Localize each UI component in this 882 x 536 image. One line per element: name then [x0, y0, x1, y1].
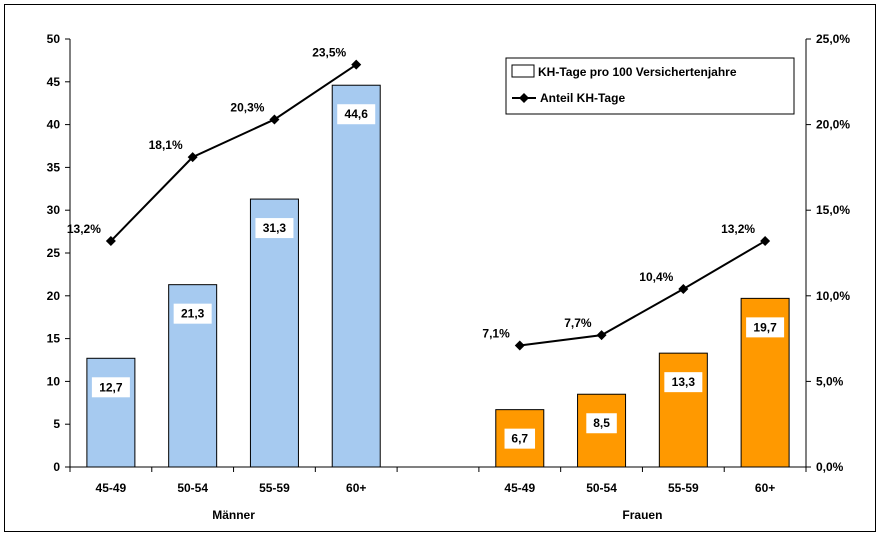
bar [658, 352, 708, 468]
y-right-tick-label: 15,0% [816, 203, 850, 217]
line-data-label: 13,2% [721, 222, 755, 236]
line-data-label: 18,1% [149, 138, 183, 152]
y-left-tick-label: 10 [47, 374, 61, 388]
line-point [351, 59, 362, 70]
line-data-label: 7,1% [482, 326, 510, 340]
x-tick-label: 45-49 [504, 481, 535, 495]
data-label-box [664, 372, 703, 393]
x-tick-label: 55-59 [668, 481, 699, 495]
line-data-label: 20,3% [230, 100, 264, 114]
line-point [760, 236, 771, 247]
x-tick-label: 55-59 [259, 481, 290, 495]
line-data-label: 7,7% [564, 316, 592, 330]
bar [86, 357, 136, 468]
data-label-box [504, 428, 536, 449]
line-point [596, 330, 607, 341]
bar [331, 84, 381, 468]
y-left-tick-label: 40 [47, 118, 61, 132]
y-left-tick-label: 45 [47, 75, 61, 89]
data-label-box [173, 303, 212, 324]
y-left-tick-label: 20 [47, 289, 61, 303]
line-segment [519, 240, 766, 347]
line-segment [110, 63, 357, 242]
bar-data-label: 31,3 [263, 221, 287, 235]
legend-box [505, 57, 795, 115]
y-left-tick-label: 30 [47, 203, 61, 217]
y-right-tick-label: 0,0% [816, 460, 844, 474]
y-left-tick-label: 15 [47, 332, 61, 346]
legend-label: Anteil KH-Tage [540, 91, 625, 105]
bar [249, 198, 299, 468]
bar-data-label: 12,7 [99, 380, 123, 394]
x-tick-label: 50-54 [177, 481, 208, 495]
y-right-tick-label: 25,0% [816, 32, 850, 46]
data-label-box [746, 317, 785, 338]
legend-swatch-marker [519, 93, 529, 103]
bar-series: 12,7 21,3 31,3 44,6 6,7 8,5 13,3 19,7 [86, 84, 790, 468]
data-label-box [255, 218, 294, 239]
y-right-tick-label: 5,0% [816, 374, 844, 388]
y-right-tick-label: 20,0% [816, 118, 850, 132]
line-point [514, 340, 525, 351]
line-point [678, 283, 689, 294]
data-label-box [337, 104, 376, 125]
line-point [269, 114, 280, 125]
x-tick-label: 50-54 [586, 481, 617, 495]
y-right-tick-label: 10,0% [816, 289, 850, 303]
line-data-label: 13,2% [67, 222, 101, 236]
x-tick-label: 60+ [755, 481, 775, 495]
axes: 0 5 10 15 20 25 30 35 40 45 50 0,0% 5,0% 10,0% 15,0% 20… [47, 32, 851, 522]
legend: KH-Tage pro 100 Versichertenjahre Anteil … [505, 57, 795, 115]
legend-label: KH-Tage pro 100 Versichertenjahre [538, 65, 737, 79]
y-left-tick-label: 35 [47, 160, 61, 174]
bar-data-label: 19,7 [753, 320, 777, 334]
x-tick-label: 60+ [346, 481, 366, 495]
line-data-label: 10,4% [639, 270, 673, 284]
data-label-box [586, 413, 617, 434]
group-label: Frauen [622, 508, 662, 522]
legend-swatch-bar [511, 64, 535, 78]
bar-data-label: 44,6 [345, 107, 369, 121]
line-point [187, 152, 198, 163]
y-left-tick-label: 50 [47, 32, 61, 46]
y-left-tick-label: 25 [47, 246, 61, 260]
bar-data-label: 21,3 [181, 307, 205, 321]
bar-data-label: 6,7 [511, 432, 528, 446]
line-data-label: 23,5% [312, 46, 346, 60]
line-series: 13,2% 18,1% 20,3% 23,5% 7,1% 7,7% 10,4% 13,2% [67, 46, 771, 351]
x-tick-label: 45-49 [96, 481, 127, 495]
bar-data-label: 13,3 [672, 375, 696, 389]
y-left-tick-label: 0 [53, 460, 60, 474]
bar-data-label: 8,5 [593, 416, 610, 430]
line-point [105, 236, 116, 247]
data-label-box [91, 377, 130, 398]
y-left-tick-label: 5 [53, 417, 60, 431]
group-label: Männer [212, 508, 255, 522]
